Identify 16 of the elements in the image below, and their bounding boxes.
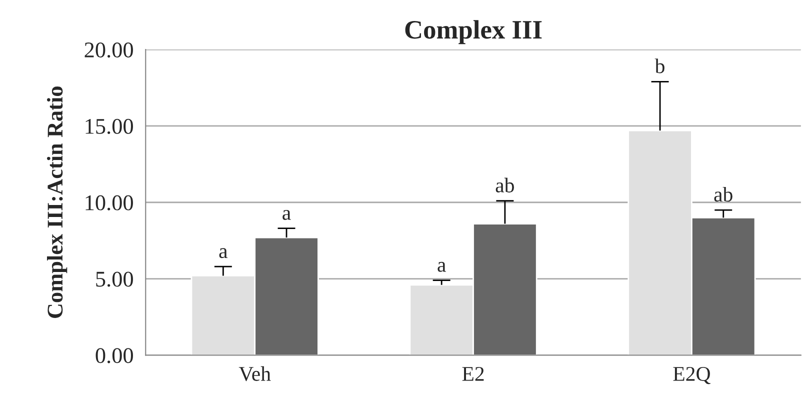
- y-axis-title: Complex III:Actin Ratio: [46, 86, 68, 318]
- y-tick-label: 5.00: [96, 272, 133, 287]
- x-tick-label: E2Q: [673, 366, 710, 384]
- chart-title: Complex III: [405, 20, 542, 44]
- y-tick-label: 15.00: [86, 118, 133, 134]
- data-label: b: [654, 58, 664, 74]
- data-label: a: [438, 262, 446, 272]
- data-label: a: [282, 210, 291, 220]
- data-label: ab: [496, 178, 514, 192]
- y-tick-label: 0.00: [96, 348, 133, 364]
- data-label: ab: [714, 186, 732, 202]
- x-tick-label: Veh: [238, 366, 271, 382]
- y-tick-label: 20.00: [84, 42, 133, 58]
- data-label: a: [219, 248, 228, 258]
- x-tick-label: E2: [462, 366, 484, 381]
- y-tick-label: 10.00: [86, 195, 133, 210]
